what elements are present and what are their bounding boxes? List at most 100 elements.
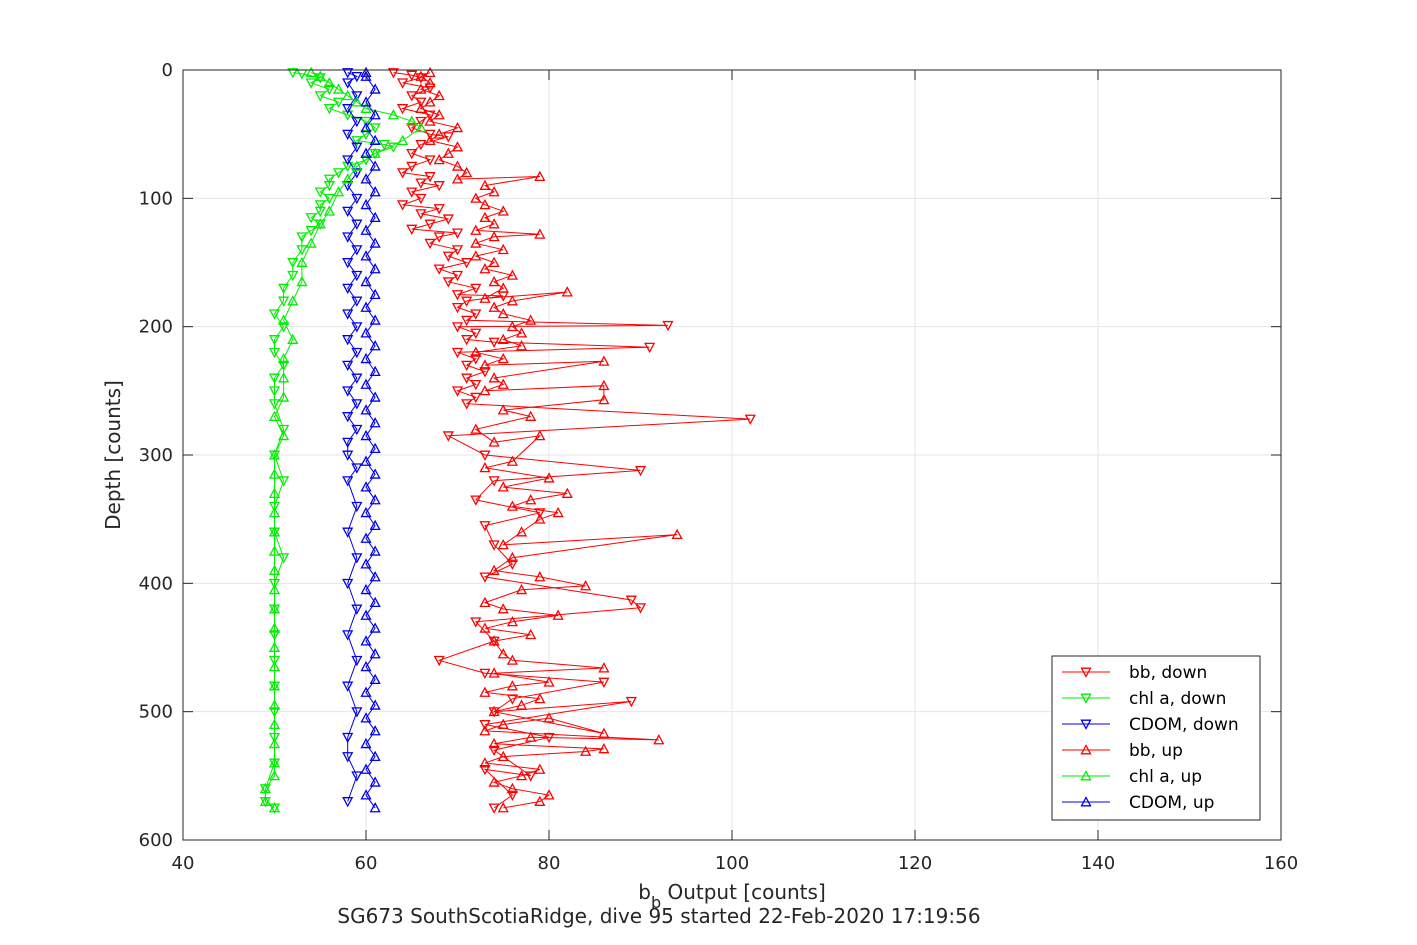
series-line xyxy=(419,72,678,809)
data-point xyxy=(360,712,372,723)
data-point xyxy=(342,181,354,192)
data-point xyxy=(470,392,482,404)
data-point xyxy=(506,782,518,794)
data-point xyxy=(424,115,436,126)
data-point xyxy=(470,617,482,628)
data-point xyxy=(360,737,372,749)
data-point xyxy=(369,83,381,94)
y-tick-label: 400 xyxy=(139,573,173,594)
legend-marker xyxy=(1080,796,1092,807)
legend: bb, down chl a, down CDOM, down bb, up chl a… xyxy=(1051,655,1261,821)
data-point xyxy=(342,104,354,115)
data-point xyxy=(598,727,610,738)
data-point xyxy=(259,795,271,806)
data-point xyxy=(268,564,281,575)
data-point xyxy=(479,367,491,378)
data-point xyxy=(296,245,308,256)
data-point xyxy=(415,102,427,113)
data-point xyxy=(342,578,354,590)
data-point xyxy=(424,238,436,250)
data-point xyxy=(369,160,381,171)
data-point xyxy=(488,776,500,787)
data-point xyxy=(406,161,418,173)
data-point xyxy=(442,132,454,143)
data-point xyxy=(451,386,464,397)
data-point xyxy=(488,635,500,646)
x-tick-label: 160 xyxy=(1264,853,1298,874)
data-point xyxy=(342,155,354,166)
data-point xyxy=(515,526,528,537)
data-point xyxy=(360,116,372,128)
data-point xyxy=(433,264,445,275)
data-point xyxy=(360,404,372,415)
legend-marker xyxy=(1080,693,1092,704)
data-point xyxy=(497,404,509,415)
data-point xyxy=(268,487,281,498)
data-point xyxy=(488,436,500,447)
data-point xyxy=(470,237,482,248)
y-tick-label: 0 xyxy=(162,60,173,81)
data-point xyxy=(506,680,518,691)
data-point xyxy=(442,214,454,225)
data-point xyxy=(461,258,473,269)
data-point xyxy=(332,83,345,94)
data-point xyxy=(552,506,564,518)
data-point xyxy=(497,648,509,659)
data-point xyxy=(351,771,363,782)
data-point xyxy=(369,648,381,659)
data-point xyxy=(488,372,500,383)
data-point xyxy=(424,66,436,78)
data-point xyxy=(342,797,354,808)
data-point xyxy=(415,116,427,128)
data-point xyxy=(580,580,592,591)
data-point xyxy=(424,219,436,230)
legend-label: chl a, up xyxy=(1129,767,1202,787)
data-point xyxy=(497,307,509,319)
data-point xyxy=(360,275,372,287)
data-point xyxy=(497,333,509,344)
data-point xyxy=(287,258,299,269)
data-point xyxy=(387,109,400,120)
data-point xyxy=(479,211,491,223)
data-point xyxy=(415,97,427,108)
data-point xyxy=(342,630,354,641)
data-point xyxy=(323,76,335,88)
data-point xyxy=(342,681,354,692)
data-point xyxy=(369,571,381,582)
data-point xyxy=(479,764,491,776)
legend-label: CDOM, down xyxy=(1129,715,1239,735)
data-point xyxy=(369,725,381,736)
data-point xyxy=(451,302,464,314)
data-point xyxy=(415,121,427,133)
data-point xyxy=(360,327,372,338)
data-point xyxy=(479,521,491,532)
data-point xyxy=(406,115,418,126)
data-point xyxy=(268,603,281,614)
legend-item: bb, up xyxy=(1062,741,1183,761)
data-point xyxy=(369,519,381,531)
data-point xyxy=(369,750,381,762)
data-point xyxy=(268,545,281,556)
data-point xyxy=(342,173,354,184)
data-point xyxy=(369,288,381,300)
data-point xyxy=(479,686,491,697)
data-point xyxy=(415,83,427,94)
data-point xyxy=(342,89,354,101)
data-point xyxy=(424,83,436,94)
data-point xyxy=(369,134,381,146)
data-point xyxy=(397,200,409,211)
data-point xyxy=(268,622,281,633)
data-point xyxy=(314,200,326,211)
data-point xyxy=(561,286,573,297)
data-point xyxy=(406,148,418,160)
data-point xyxy=(268,680,281,691)
data-point xyxy=(278,372,290,383)
data-point xyxy=(268,335,281,346)
data-point xyxy=(369,211,381,223)
data-point xyxy=(351,322,363,333)
data-point xyxy=(360,102,372,113)
data-point xyxy=(268,347,281,359)
data-point xyxy=(497,750,509,762)
data-point xyxy=(342,437,354,449)
data-point xyxy=(470,346,482,357)
